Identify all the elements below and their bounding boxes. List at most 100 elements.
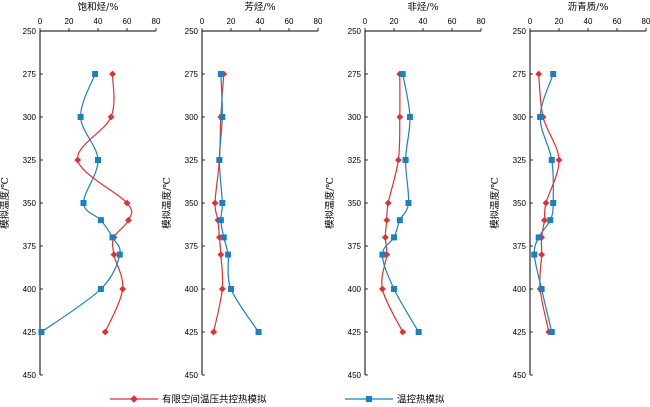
data-point xyxy=(537,114,544,120)
x-tick-label: 80 xyxy=(642,17,650,26)
data-point xyxy=(391,234,397,241)
y-tick-label: 450 xyxy=(348,371,362,380)
data-point xyxy=(399,71,406,77)
x-tick-label: 80 xyxy=(477,17,486,26)
y-tick-label: 325 xyxy=(23,156,37,165)
data-point xyxy=(97,217,104,224)
data-point xyxy=(219,114,226,120)
y-tick-label: 375 xyxy=(185,242,199,251)
y-tick-label: 425 xyxy=(513,328,527,337)
data-point xyxy=(217,71,224,77)
data-point xyxy=(379,285,386,293)
series-pressure-temperature xyxy=(379,70,407,336)
x-tick-label: 60 xyxy=(285,17,294,26)
y-axis-title: 模拟温度/℃ xyxy=(324,177,336,229)
y-tick-label: 300 xyxy=(348,113,362,122)
y-axis-title: 模拟温度/℃ xyxy=(0,177,11,229)
y-tick-label: 425 xyxy=(348,328,362,337)
data-point xyxy=(123,199,131,207)
data-point xyxy=(74,156,82,164)
y-tick-label: 375 xyxy=(513,242,527,251)
y-tick-label: 300 xyxy=(185,113,199,122)
y-tick-label: 425 xyxy=(23,328,37,337)
y-tick-label: 350 xyxy=(513,199,527,208)
y-tick-label: 400 xyxy=(23,285,37,294)
data-point xyxy=(217,217,224,224)
data-point xyxy=(125,216,132,224)
x-tick-label: 60 xyxy=(448,17,457,26)
y-tick-label: 275 xyxy=(185,70,199,79)
y-tick-label: 325 xyxy=(348,156,362,165)
data-point xyxy=(255,329,262,335)
data-point xyxy=(399,328,407,336)
legend-red-marker xyxy=(130,395,138,403)
x-tick-label: 60 xyxy=(613,17,622,26)
data-point xyxy=(550,71,557,77)
y-axis-title: 模拟温度/℃ xyxy=(161,177,173,229)
data-point xyxy=(402,157,409,163)
data-point xyxy=(219,200,226,206)
y-tick-label: 275 xyxy=(513,70,527,79)
legend-red-label: 有限空间温压共控热模拟 xyxy=(162,394,267,406)
x-tick-label: 0 xyxy=(38,17,43,26)
data-point xyxy=(547,217,554,224)
series-pressure-temperature xyxy=(74,70,133,336)
legend-blue-label: 温控热模拟 xyxy=(397,394,445,406)
panel-4: 沥青质/% 0 20 40 60 80 250 275 300 325 350 375 400 425 45… xyxy=(489,1,650,380)
data-point xyxy=(548,157,555,163)
y-tick-label: 375 xyxy=(23,242,37,251)
x-tick-label: 40 xyxy=(94,17,103,26)
data-point xyxy=(384,199,392,207)
data-point xyxy=(406,114,413,120)
data-point xyxy=(211,199,219,207)
y-tick-label: 325 xyxy=(185,156,199,165)
data-point xyxy=(538,251,545,258)
data-point xyxy=(394,156,402,164)
x-tick-label: 20 xyxy=(227,17,236,26)
y-tick-label: 400 xyxy=(348,285,362,294)
data-point xyxy=(216,234,223,241)
series-temperature xyxy=(379,71,422,335)
legend: 有限空间温压共控热模拟 温控热模拟 xyxy=(110,394,445,406)
data-point xyxy=(548,329,555,335)
data-point xyxy=(107,113,115,121)
y-tick-label: 275 xyxy=(23,70,37,79)
series-temperature xyxy=(38,71,123,335)
x-tick-label: 20 xyxy=(65,17,74,26)
x-tick-label: 0 xyxy=(363,17,368,26)
data-point xyxy=(110,251,118,258)
legend-item-red: 有限空间温压共控热模拟 xyxy=(110,394,267,406)
data-point xyxy=(38,329,45,335)
y-tick-label: 375 xyxy=(348,242,362,251)
data-point xyxy=(535,234,542,241)
y-tick-label: 250 xyxy=(185,27,199,36)
panel-title: 饱和烃/% xyxy=(78,1,119,13)
data-point xyxy=(531,251,538,258)
y-tick-label: 350 xyxy=(23,199,37,208)
y-tick-label: 250 xyxy=(23,27,37,36)
legend-item-blue: 温控热模拟 xyxy=(345,394,445,406)
data-point xyxy=(381,234,389,241)
y-tick-label: 400 xyxy=(185,285,199,294)
data-point xyxy=(391,286,397,292)
panel-2: 芳烃/% 0 20 40 60 80 250 275 300 325 350 375 400 425 450… xyxy=(161,1,323,380)
x-tick-label: 60 xyxy=(123,17,132,26)
data-point xyxy=(379,251,386,258)
data-point xyxy=(210,328,217,336)
data-point xyxy=(538,286,545,292)
panel-1: 饱和烃/% 0 20 40 60 80 250 275 300 325 350 375 400 425 45… xyxy=(0,1,161,380)
x-tick-label: 20 xyxy=(555,17,564,26)
panel-title: 非烃/% xyxy=(407,1,438,13)
y-tick-label: 450 xyxy=(23,371,37,380)
y-tick-label: 250 xyxy=(348,27,362,36)
data-point xyxy=(220,234,227,241)
data-point xyxy=(95,157,101,163)
data-point xyxy=(396,113,404,121)
data-point xyxy=(542,199,550,207)
y-tick-label: 400 xyxy=(513,285,527,294)
x-tick-label: 40 xyxy=(256,17,265,26)
y-tick-label: 325 xyxy=(513,156,527,165)
data-point xyxy=(405,200,412,206)
y-tick-label: 275 xyxy=(348,70,362,79)
